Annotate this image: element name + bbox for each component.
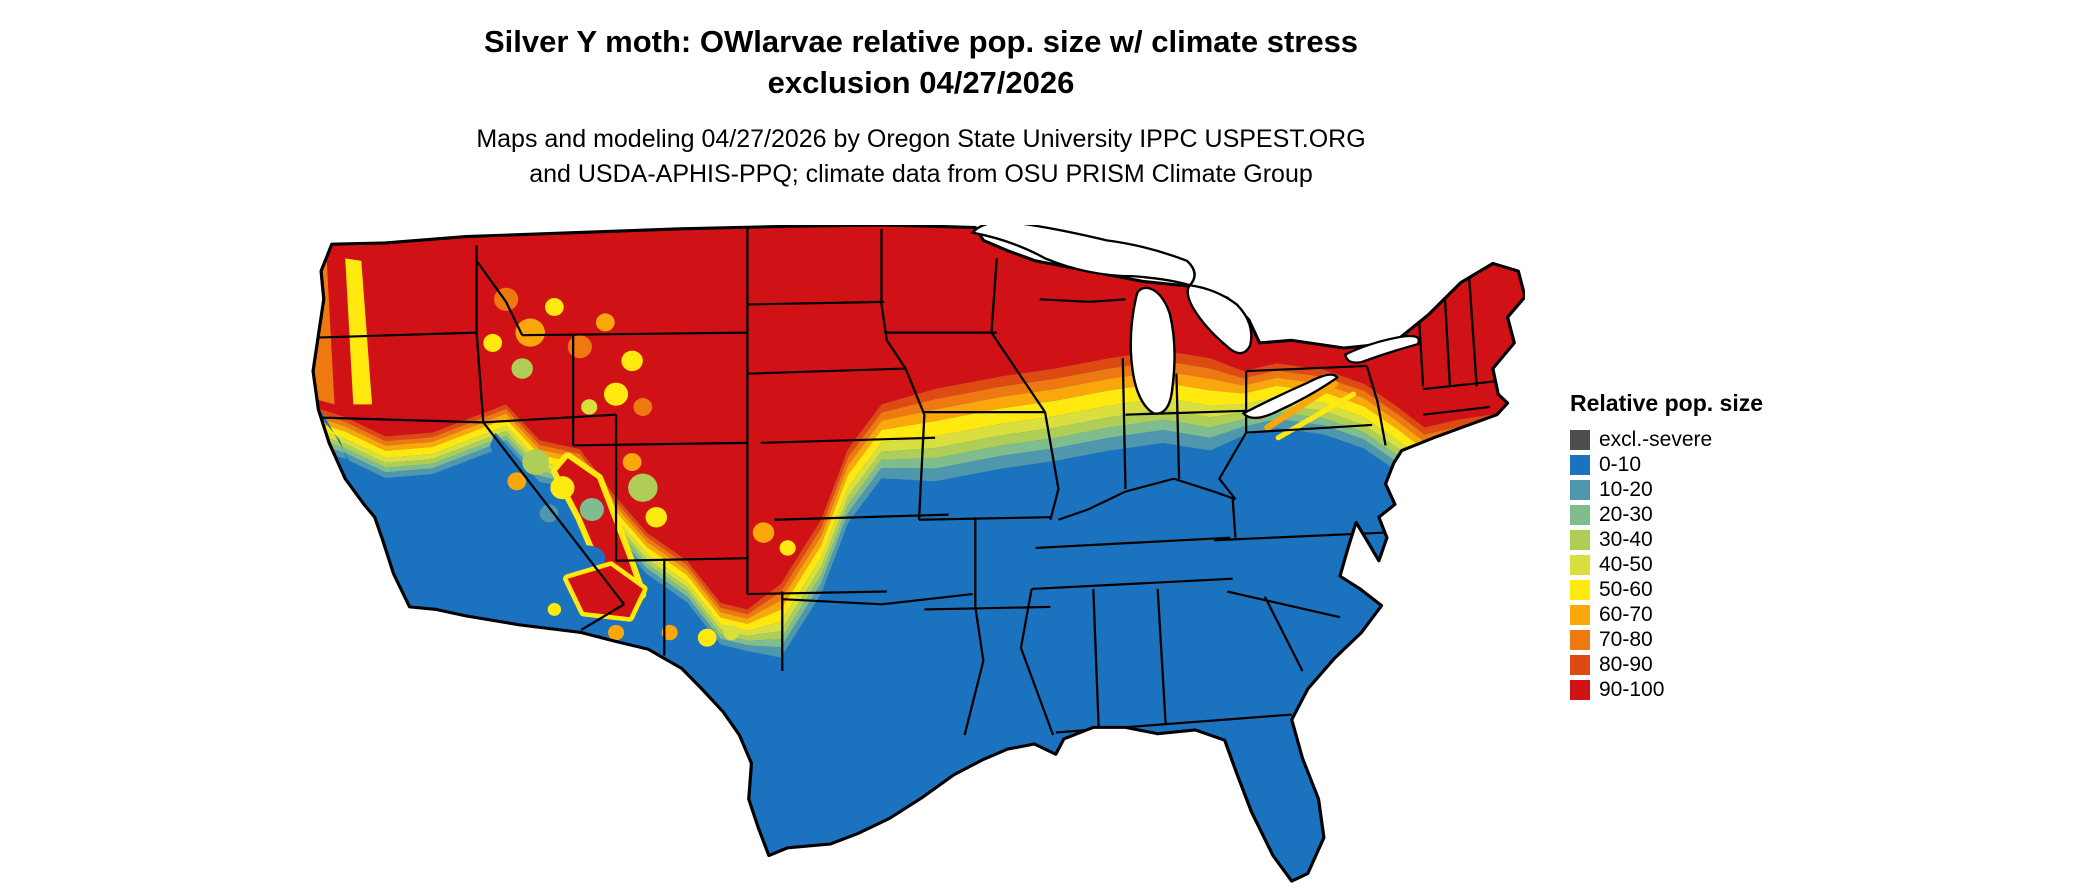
legend-row: 0-10 bbox=[1570, 452, 1830, 477]
us-population-map bbox=[311, 225, 1525, 883]
legend-swatch bbox=[1570, 679, 1590, 700]
legend-label: 80-90 bbox=[1599, 653, 1653, 676]
legend-row: 60-70 bbox=[1570, 602, 1830, 627]
legend-swatch bbox=[1570, 604, 1590, 625]
legend-row: 90-100 bbox=[1570, 677, 1830, 702]
legend-swatch bbox=[1570, 579, 1590, 600]
legend-swatch bbox=[1570, 479, 1590, 500]
legend-label: 10-20 bbox=[1599, 478, 1653, 501]
map-subtitle: Maps and modeling 04/27/2026 by Oregon S… bbox=[476, 124, 1366, 188]
legend-swatch bbox=[1570, 554, 1590, 575]
legend-row: 40-50 bbox=[1570, 552, 1830, 577]
legend-row: 70-80 bbox=[1570, 627, 1830, 652]
legend-swatch bbox=[1570, 429, 1590, 450]
title-block: Silver Y moth: OWlarvae relative pop. si… bbox=[416, 22, 1426, 192]
legend-label: excl.-severe bbox=[1599, 428, 1713, 451]
legend-row: 20-30 bbox=[1570, 502, 1830, 527]
legend-rows: excl.-severe 0-10 10-20 20-30 30-40 40-50 50-6… bbox=[1570, 427, 1830, 702]
legend-label: 40-50 bbox=[1599, 553, 1653, 576]
legend-label: 60-70 bbox=[1599, 603, 1653, 626]
legend-label: 0-10 bbox=[1599, 453, 1642, 476]
legend-row: 80-90 bbox=[1570, 652, 1830, 677]
legend-swatch bbox=[1570, 529, 1590, 550]
legend-label: 90-100 bbox=[1599, 678, 1665, 701]
legend-label: 20-30 bbox=[1599, 503, 1653, 526]
legend-label: 70-80 bbox=[1599, 628, 1653, 651]
legend-label: 50-60 bbox=[1599, 578, 1653, 601]
legend-swatch bbox=[1570, 504, 1590, 525]
map-title: Silver Y moth: OWlarvae relative pop. si… bbox=[483, 24, 1359, 100]
legend-row: 10-20 bbox=[1570, 477, 1830, 502]
legend-row: excl.-severe bbox=[1570, 427, 1830, 452]
legend-swatch bbox=[1570, 454, 1590, 475]
legend-label: 30-40 bbox=[1599, 528, 1653, 551]
legend-row: 30-40 bbox=[1570, 527, 1830, 552]
legend: Relative pop. size excl.-severe 0-10 10-20… bbox=[1570, 390, 1830, 702]
legend-row: 50-60 bbox=[1570, 577, 1830, 602]
legend-swatch bbox=[1570, 654, 1590, 675]
legend-swatch bbox=[1570, 629, 1590, 650]
legend-title: Relative pop. size bbox=[1570, 390, 1764, 416]
